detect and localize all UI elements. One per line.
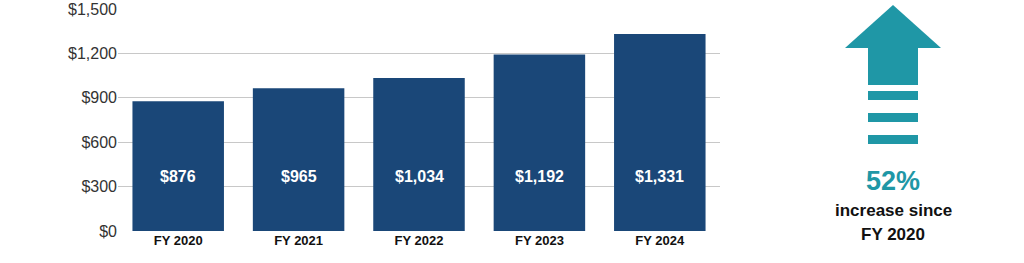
svg-text:FY 2021: FY 2021 xyxy=(274,233,323,248)
svg-text:$876: $876 xyxy=(160,168,196,185)
svg-text:FY 2020: FY 2020 xyxy=(861,225,925,244)
svg-text:52%: 52% xyxy=(866,166,920,196)
svg-text:$1,034: $1,034 xyxy=(395,168,444,185)
svg-text:$900: $900 xyxy=(81,89,117,106)
svg-text:$965: $965 xyxy=(281,168,317,185)
svg-text:$600: $600 xyxy=(81,134,117,151)
svg-text:FY 2023: FY 2023 xyxy=(515,233,564,248)
svg-text:FY 2020: FY 2020 xyxy=(154,233,203,248)
svg-text:FY 2022: FY 2022 xyxy=(395,233,444,248)
svg-text:$0: $0 xyxy=(99,223,117,240)
svg-text:FY 2024: FY 2024 xyxy=(635,233,685,248)
svg-text:$1,500: $1,500 xyxy=(68,1,117,18)
svg-text:$300: $300 xyxy=(81,178,117,195)
svg-text:increase since: increase since xyxy=(835,201,952,220)
svg-text:$1,200: $1,200 xyxy=(68,45,117,62)
svg-text:$1,192: $1,192 xyxy=(515,168,564,185)
svg-text:$1,331: $1,331 xyxy=(635,168,684,185)
